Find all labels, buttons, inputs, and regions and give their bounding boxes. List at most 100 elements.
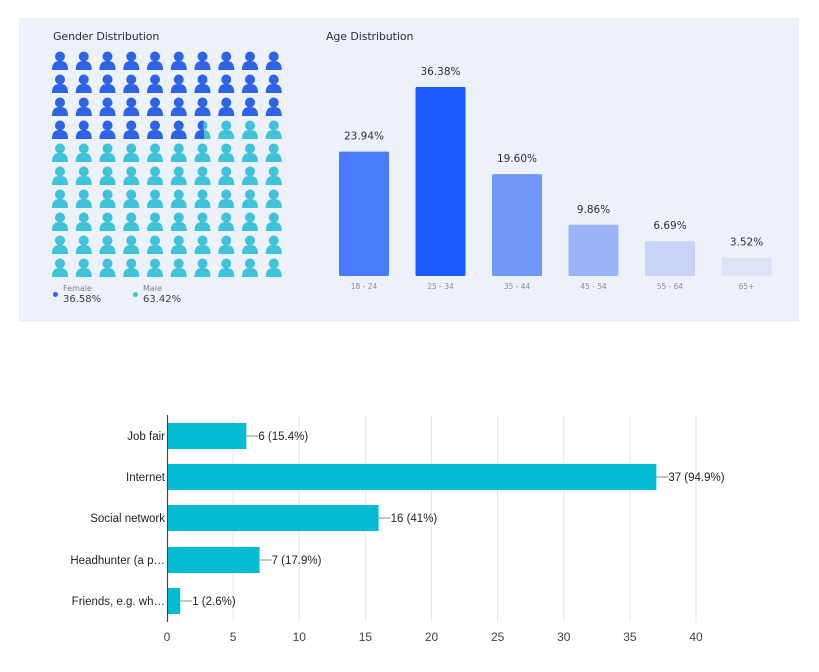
person-icon xyxy=(170,97,187,116)
legend-female-value: 36.58% xyxy=(63,294,102,305)
person-icon xyxy=(170,143,187,162)
person-icon xyxy=(52,97,68,116)
x-tick-label: 30 xyxy=(557,630,571,644)
x-tick-label: 0 xyxy=(164,630,171,644)
person-icon xyxy=(242,97,258,116)
x-tick-label: 40 xyxy=(689,630,703,644)
person-icon xyxy=(194,143,211,162)
person-icon xyxy=(99,74,116,93)
person-icon xyxy=(170,74,187,93)
age-bar xyxy=(721,257,772,276)
person-icon xyxy=(218,212,235,231)
source-value-label: 37 (94.9%) xyxy=(668,472,724,484)
demographics-panel: Gender Distribution Female 36.58% Male 6… xyxy=(19,18,799,322)
person-icon xyxy=(75,51,92,70)
person-icon xyxy=(218,258,235,277)
person-icon xyxy=(75,74,92,93)
person-icon xyxy=(147,97,163,116)
age-bar-value-label: 36.38% xyxy=(420,66,460,78)
female-dot-icon xyxy=(53,292,58,297)
age-category-label: 65+ xyxy=(739,282,755,291)
source-bar xyxy=(168,588,181,614)
person-icon xyxy=(242,74,258,93)
x-tick-label: 25 xyxy=(491,630,505,644)
source-category-label: Headhunter (a p… xyxy=(70,555,165,567)
age-bar-value-label: 19.60% xyxy=(497,153,537,165)
person-icon xyxy=(194,97,211,116)
person-icon xyxy=(170,51,187,70)
person-icon xyxy=(218,143,235,162)
person-icon xyxy=(123,189,140,208)
source-bar xyxy=(168,464,657,490)
person-icon xyxy=(242,235,258,254)
person-icon xyxy=(170,212,187,231)
source-bar xyxy=(168,423,247,449)
person-icon xyxy=(147,258,163,277)
age-bar-chart: 23.94% 18 - 24 36.38% 25 - 34 19.60% 35 - 44 9… xyxy=(339,66,772,291)
legend-female-label: Female xyxy=(63,284,92,293)
source-value-label: 7 (17.9%) xyxy=(272,555,322,567)
person-icon xyxy=(123,235,140,254)
person-icon xyxy=(75,166,92,185)
person-icon xyxy=(123,51,140,70)
age-bar-value-label: 6.69% xyxy=(653,220,686,232)
age-category-label: 55 - 64 xyxy=(657,282,684,291)
person-icon xyxy=(75,97,92,116)
age-category-label: 45 - 54 xyxy=(580,282,607,291)
person-icon xyxy=(265,51,282,70)
age-category-label: 35 - 44 xyxy=(504,282,531,291)
person-icon xyxy=(123,258,140,277)
person-icon xyxy=(123,143,140,162)
person-icon xyxy=(52,235,68,254)
person-icon xyxy=(194,74,211,93)
source-category-label: Friends, e.g. wh… xyxy=(72,596,165,608)
person-icon xyxy=(99,189,116,208)
age-bar xyxy=(645,241,695,276)
person-icon xyxy=(147,120,163,139)
person-icon xyxy=(52,189,68,208)
x-tick-label: 10 xyxy=(293,630,307,644)
person-icon xyxy=(218,166,235,185)
person-icon xyxy=(194,51,211,70)
person-icon xyxy=(170,258,187,277)
person-icon xyxy=(242,212,258,231)
person-icon xyxy=(194,212,211,231)
person-icon xyxy=(265,235,282,254)
person-icon xyxy=(218,74,235,93)
person-icon xyxy=(218,97,235,116)
person-icon xyxy=(242,258,258,277)
source-bar xyxy=(168,547,260,573)
person-icon xyxy=(99,235,116,254)
person-icon xyxy=(147,235,163,254)
person-icon xyxy=(218,51,235,70)
person-icon xyxy=(75,189,92,208)
source-bar-chart: 0 5 10 15 20 25 30 35 40 Job fair 6 (15.4%) Interne… xyxy=(70,415,725,644)
source-category-label: Social network xyxy=(90,513,165,525)
person-icon xyxy=(52,120,68,139)
person-icon xyxy=(170,235,187,254)
person-icon xyxy=(147,212,163,231)
person-icon xyxy=(99,212,116,231)
person-icon xyxy=(147,166,163,185)
person-icon xyxy=(99,143,116,162)
age-bar-value-label: 3.52% xyxy=(730,237,763,249)
person-icon xyxy=(99,51,116,70)
person-icon xyxy=(194,166,211,185)
source-bar xyxy=(168,505,379,531)
person-icon xyxy=(123,97,140,116)
person-icon xyxy=(147,189,163,208)
person-icon xyxy=(242,166,258,185)
male-dot-icon xyxy=(133,292,138,297)
person-icon xyxy=(52,212,68,231)
person-icon xyxy=(123,120,140,139)
person-icon xyxy=(75,235,92,254)
legend-male-value: 63.42% xyxy=(143,294,182,305)
source-value-label: 1 (2.6%) xyxy=(192,596,236,608)
person-icon xyxy=(99,120,116,139)
age-bar xyxy=(568,224,619,276)
person-icon xyxy=(194,120,211,139)
age-bar-value-label: 23.94% xyxy=(344,131,384,143)
person-icon xyxy=(170,120,187,139)
person-icon xyxy=(218,120,235,139)
person-icon xyxy=(265,74,282,93)
